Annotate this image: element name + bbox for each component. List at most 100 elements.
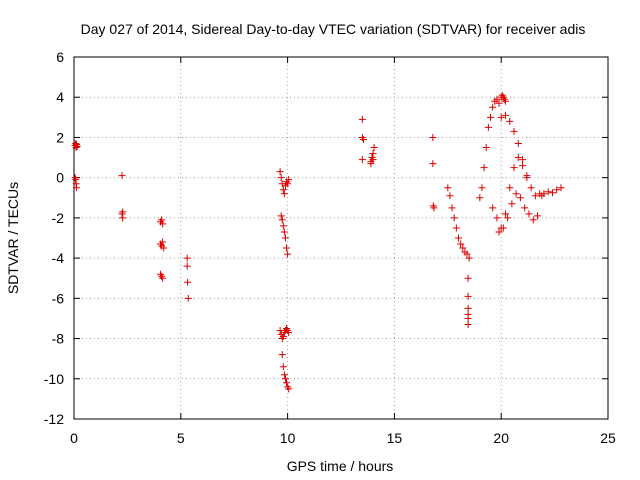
data-point [281, 375, 289, 383]
data-point [510, 127, 518, 135]
data-point [464, 304, 472, 312]
x-axis-label: GPS time / hours [287, 458, 394, 474]
data-point [285, 329, 293, 337]
data-point [279, 186, 287, 194]
data-point [540, 190, 548, 198]
y-axis: -12 -10 -8 -6 -4 -2 0 2 4 6 [44, 49, 608, 427]
data-point [73, 184, 81, 192]
data-point [276, 168, 284, 176]
data-point [277, 212, 285, 220]
data-point [118, 172, 126, 180]
data-point [516, 194, 524, 202]
data-point [277, 174, 285, 182]
data-point [444, 184, 452, 192]
data-point [514, 154, 522, 162]
data-point [359, 135, 367, 143]
data-point [557, 184, 565, 192]
data-point [501, 111, 509, 119]
data-point [278, 216, 286, 224]
data-point [519, 156, 527, 164]
data-point [464, 292, 472, 300]
data-point [184, 278, 192, 286]
data-point [506, 184, 514, 192]
grid-lines [74, 57, 608, 419]
data-point [510, 164, 518, 172]
data-point [159, 274, 167, 282]
data-point [493, 214, 501, 222]
data-point [497, 113, 505, 121]
data-point [283, 244, 291, 252]
data-point [501, 210, 509, 218]
data-point [457, 240, 465, 248]
data-point [525, 210, 533, 218]
data-point [464, 320, 472, 328]
data-point [495, 99, 503, 107]
x-tick-label: 15 [387, 430, 403, 446]
x-tick-label: 10 [280, 430, 296, 446]
data-point [493, 95, 501, 103]
data-point [370, 144, 378, 151]
y-tick-label: -6 [52, 290, 65, 306]
data-point [482, 144, 490, 151]
data-point [476, 194, 484, 202]
data-point [452, 224, 460, 232]
data-point [519, 162, 527, 170]
data-point [159, 220, 167, 228]
data-point [119, 214, 127, 222]
data-point [284, 180, 292, 188]
y-tick-label: -8 [52, 331, 65, 347]
data-point [454, 234, 462, 242]
data-point [508, 200, 516, 208]
y-tick-label: -4 [52, 250, 65, 266]
data-point [183, 262, 191, 270]
data-point [514, 139, 522, 147]
data-point [531, 192, 539, 200]
data-point [283, 379, 291, 387]
data-point [464, 274, 472, 282]
data-point [495, 228, 503, 236]
data-point [448, 204, 456, 212]
data-point [499, 224, 507, 232]
data-point [529, 216, 537, 224]
x-tick-label: 20 [493, 430, 509, 446]
y-tick-label: -2 [52, 210, 65, 226]
chart-title: Day 027 of 2014, Sidereal Day-to-day VTE… [81, 21, 586, 37]
y-tick-label: -12 [44, 411, 64, 427]
x-tick-label: 0 [70, 430, 78, 446]
data-point [446, 192, 454, 200]
data-point [285, 176, 293, 184]
data-point [544, 188, 552, 196]
data-point [465, 254, 473, 262]
data-point [278, 351, 286, 359]
data-point [160, 244, 168, 252]
y-tick-label: 4 [56, 89, 64, 105]
data-point [534, 212, 542, 220]
y-tick-label: -10 [44, 371, 64, 387]
data-point [480, 164, 488, 172]
data-point [512, 190, 520, 198]
data-point [158, 216, 166, 224]
y-axis-label: SDTVAR / TECUs [5, 182, 21, 294]
data-point [159, 238, 167, 246]
data-point [183, 254, 191, 262]
data-point [489, 204, 497, 212]
x-axis: 0 5 10 15 20 25 [70, 57, 616, 446]
data-point [279, 333, 287, 341]
data-point [119, 208, 127, 216]
data-point [523, 172, 531, 180]
data-point [369, 156, 377, 164]
data-point [521, 204, 529, 212]
y-tick-label: 6 [56, 49, 64, 65]
data-point [478, 184, 486, 192]
data-point [553, 186, 561, 194]
y-tick-label: 0 [56, 170, 64, 186]
data-point [463, 250, 471, 258]
data-point [484, 123, 492, 131]
data-point [430, 204, 438, 212]
y-tick-label: 2 [56, 129, 64, 145]
x-tick-label: 5 [177, 430, 185, 446]
data-point [548, 189, 556, 197]
data-point [369, 150, 377, 158]
data-point [487, 113, 495, 121]
